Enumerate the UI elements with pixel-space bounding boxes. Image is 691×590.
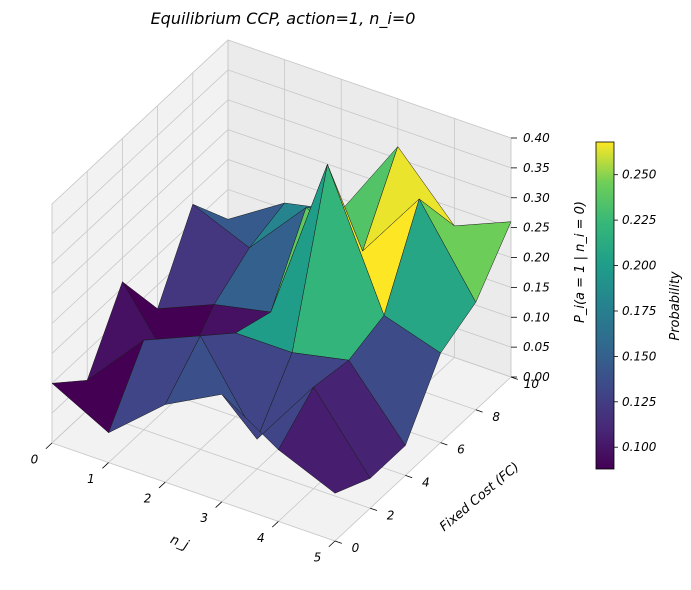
z-tick-label: 0.20 [523,251,550,265]
z-tick-label: 0.25 [523,221,550,235]
y-tick-mark [370,507,378,511]
y-tick-label: 6 [457,443,465,457]
grid-line-z [51,39,512,205]
z-tick-label: 0.15 [523,280,550,294]
x-tick-mark [102,462,109,469]
colorbar-tick-label: 0.150 [622,349,657,363]
x-tick-mark [45,442,53,450]
colorbar-tick-label: 0.125 [622,395,656,409]
z-tick-label: 0.00 [523,370,550,384]
y-tick-mark [405,475,413,479]
colorbar-tick-label: 0.100 [622,440,657,454]
y-tick-mark [475,409,483,413]
x-tick-mark [215,501,223,508]
z-tick-label: 0.30 [523,191,550,205]
axis-ticks: 0 1 2 3 4 5 0 2 4 6 8 100.00 0.05 0.10 0.15 0.20 0.25 0.3… [31,131,551,564]
y-tick-mark [334,540,342,544]
x-tick-mark [328,540,336,548]
colorbar-tick-label: 0.200 [622,259,657,273]
x-axis-label: n_j [168,532,191,553]
x-tick-label: 5 [314,550,322,564]
y-tick-label: 8 [492,410,500,424]
grid-line-z [51,99,512,265]
x-tick-label: 0 [31,452,39,466]
grid-line-z [51,69,512,235]
x-tick-label: 1 [87,472,95,486]
surface-plot [51,146,512,494]
surface-facet [278,386,371,494]
z-tick-label: 0.40 [523,131,550,145]
z-tick-label: 0.10 [523,310,550,324]
colorbar-ticks: 0.100 0.125 0.150 0.175 0.200 0.225 0.250 [614,168,657,454]
colorbar-label: Probability [668,271,683,341]
z-tick-label: 0.35 [523,161,550,175]
x-tick-mark [158,481,166,489]
x-tick-label: 2 [144,492,152,506]
x-tick-label: 3 [200,511,208,525]
x-tick-mark [271,521,279,528]
y-axis-label: Fixed Cost (FC) [437,460,522,535]
y-tick-label: 2 [387,508,395,522]
y-tick-label: 10 [524,377,540,391]
colorbar [595,141,615,470]
z-axis-label: P_i(a = 1 | n_i = 0) [573,201,588,323]
colorbar-tick-label: 0.250 [622,168,657,182]
chart-title: Equilibrium CCP, action=1, n_i=0 [151,9,416,29]
y-tick-label: 0 [352,541,360,555]
z-tick-label: 0.05 [523,340,550,354]
colorbar-tick-label: 0.225 [622,213,656,227]
x-tick-label: 4 [257,531,265,545]
y-tick-label: 4 [422,476,430,490]
colorbar-tick-label: 0.175 [622,304,656,318]
y-tick-mark [440,442,448,446]
